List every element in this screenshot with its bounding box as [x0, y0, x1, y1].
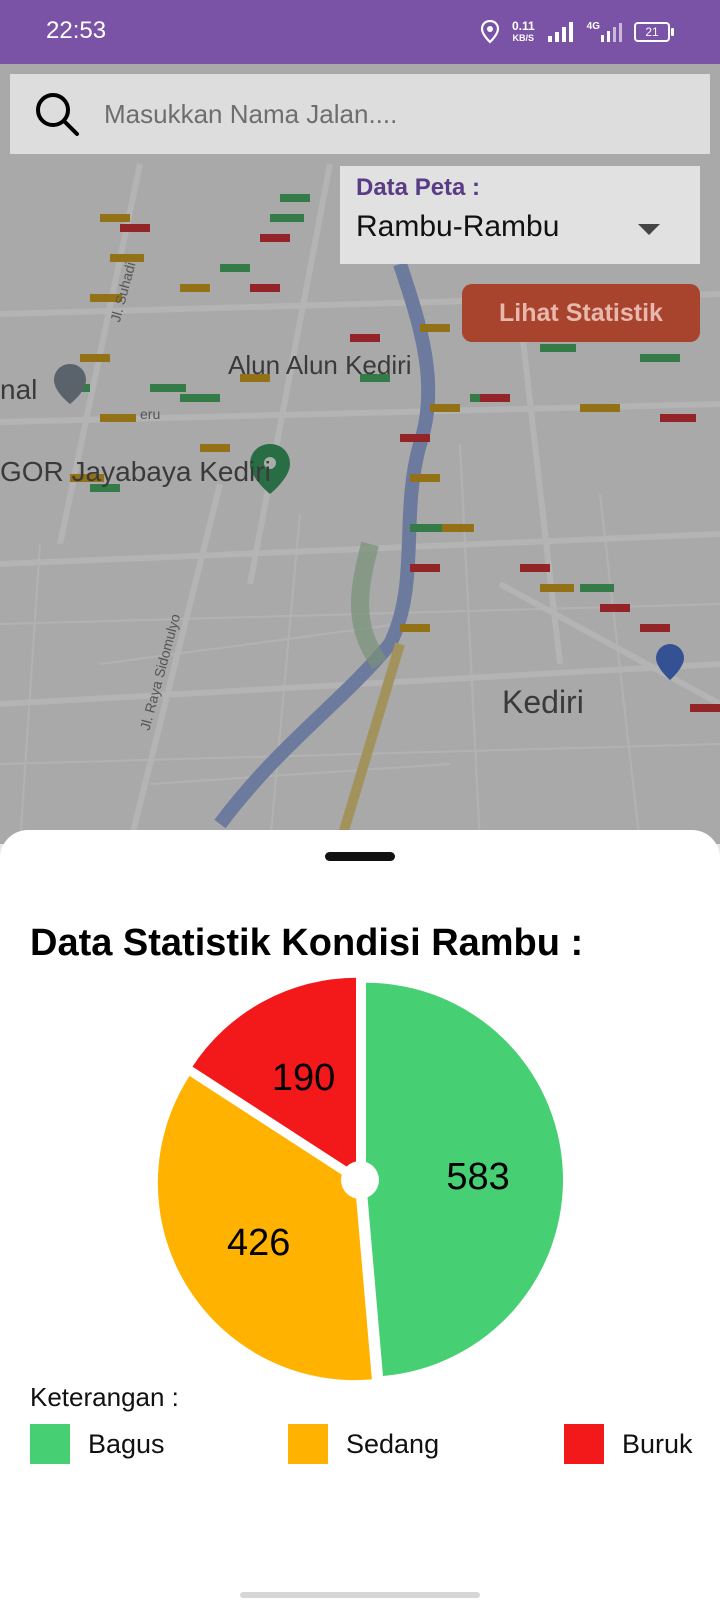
gesture-nav-bar[interactable]: [240, 1592, 480, 1598]
map-label-terminal: nal: [0, 374, 38, 405]
legend-swatch-buruk: [564, 1424, 604, 1464]
street-label-peru: eru: [140, 406, 161, 422]
pie-label-buruk: 190: [272, 1057, 335, 1099]
legend-title: Keterangan :: [30, 1382, 179, 1412]
data-peta-label: Data Peta :: [356, 174, 481, 201]
legend-item-bagus: Bagus: [30, 1424, 165, 1464]
map-canvas[interactable]: [0, 64, 720, 844]
drag-handle[interactable]: [325, 852, 395, 861]
sheet-title: Data Statistik Kondisi Rambu :: [30, 922, 584, 964]
network-type: 4G: [586, 21, 600, 32]
network-speed-unit: KB/S: [512, 33, 535, 43]
signal-icon: [547, 22, 573, 42]
chevron-down-icon[interactable]: [638, 224, 660, 235]
legend-item-buruk: Buruk: [564, 1424, 693, 1464]
pie-label-bagus: 583: [446, 1156, 509, 1198]
pie-separator: [356, 1179, 382, 1385]
location-icon: [480, 20, 500, 44]
legend-label-bagus: Bagus: [88, 1428, 165, 1459]
signal-4g-icon: [601, 23, 622, 42]
pie-chart: 583 426 190: [157, 975, 563, 1385]
pie-center-hole: [341, 1161, 379, 1199]
pie-slice-buruk[interactable]: [191, 977, 358, 1175]
pie-slice-sedang[interactable]: [157, 1075, 372, 1381]
legend-item-sedang: Sedang: [288, 1424, 439, 1464]
data-peta-dropdown[interactable]: Data Peta : Rambu-Rambu: [340, 166, 700, 264]
legend-label-buruk: Buruk: [622, 1428, 693, 1459]
map-label-alun: Alun Alun Kediri: [228, 350, 412, 380]
network-speed-value: 0.11: [511, 19, 535, 33]
battery-icon: 21: [634, 22, 674, 42]
status-icons: 0.11 KB/S 4G 21: [480, 14, 674, 50]
legend-swatch-bagus: [30, 1424, 70, 1464]
lihat-statistik-button[interactable]: Lihat Statistik: [462, 284, 700, 342]
legend-label-sedang: Sedang: [346, 1428, 440, 1459]
pie-slice-bagus[interactable]: [365, 982, 563, 1377]
map-label-kediri: Kediri: [502, 684, 584, 720]
search-icon[interactable]: [34, 91, 80, 137]
status-time: 22:53: [46, 17, 107, 44]
pie-label-sedang: 426: [227, 1222, 290, 1264]
network-speed: 0.11 KB/S: [512, 20, 535, 44]
pie-separator: [185, 1065, 363, 1184]
map-label-gor: GOR Jayabaya Kediri: [0, 456, 271, 487]
mobile-data: 4G: [587, 21, 622, 43]
status-bar: 22:53 0.11 KB/S 4G 21: [0, 0, 720, 64]
search-input[interactable]: [102, 97, 666, 131]
bottom-sheet: Data Statistik Kondisi Rambu : 583 426 190…: [0, 830, 720, 1600]
legend-swatch-sedang: [288, 1424, 328, 1464]
search-bar: [10, 74, 710, 154]
data-peta-value[interactable]: Rambu-Rambu: [356, 210, 560, 243]
